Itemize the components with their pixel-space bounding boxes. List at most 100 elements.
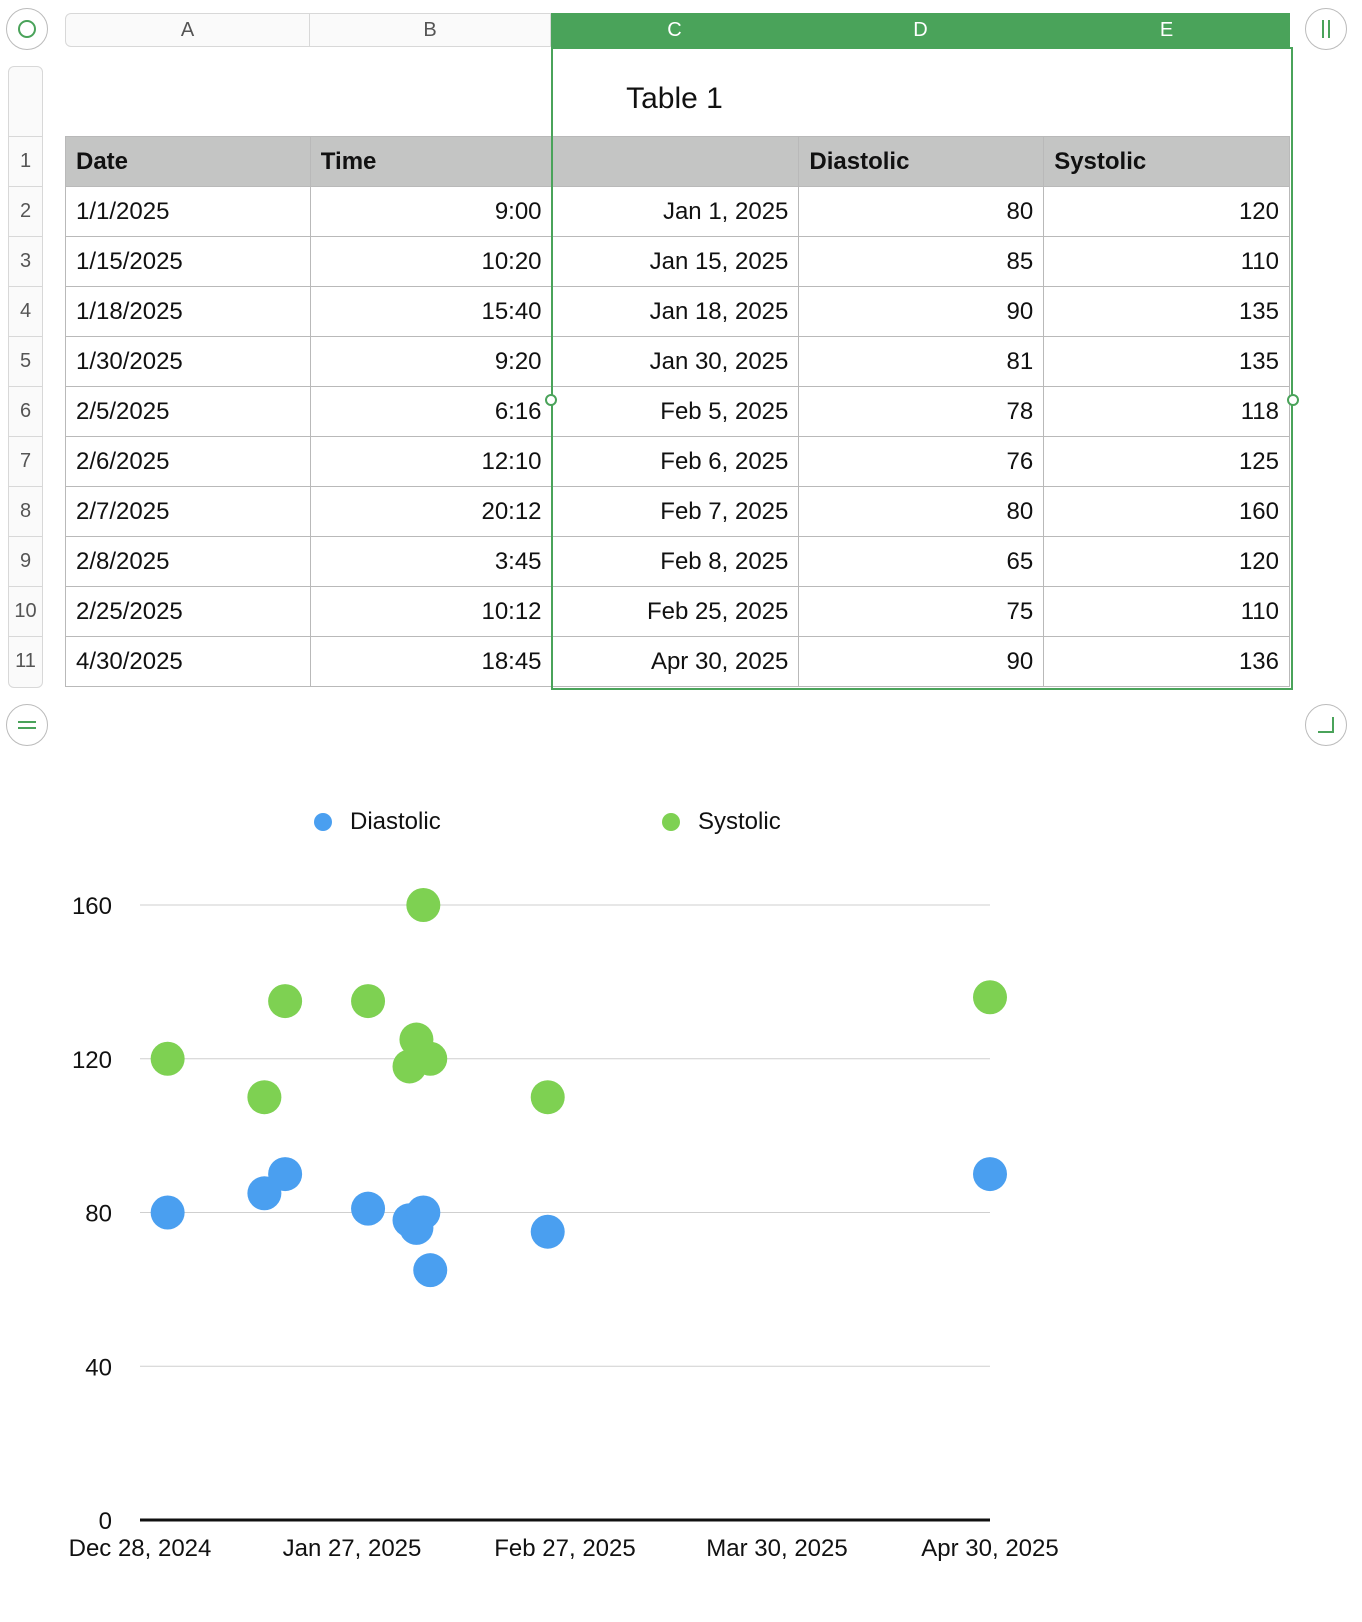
data-point-systolic (150, 1041, 185, 1076)
cell-diastolic[interactable]: 76 (798, 436, 1045, 487)
cell-date-label[interactable]: Jan 1, 2025 (551, 186, 800, 237)
header-cell-c[interactable] (551, 136, 800, 187)
cell-date-label[interactable]: Feb 6, 2025 (551, 436, 800, 487)
cell-date[interactable]: 1/1/2025 (65, 186, 311, 237)
column-header-c[interactable]: C (551, 13, 798, 47)
add-column-handle[interactable] (1305, 8, 1347, 50)
column-header-a[interactable]: A (65, 13, 310, 47)
cell-date-label[interactable]: Feb 25, 2025 (551, 586, 800, 637)
x-tick-label: Feb 27, 2025 (494, 1535, 635, 1562)
cell-diastolic[interactable]: 90 (798, 636, 1045, 687)
cell-time[interactable]: 10:20 (309, 236, 553, 287)
cell-date[interactable]: 1/30/2025 (65, 336, 311, 387)
row-header-5[interactable]: 5 (8, 336, 43, 386)
scatter-chart[interactable]: 0 40 80 120 160 Dec 28, 2024 Jan 27, 2025 Feb 2… (0, 860, 1362, 1590)
row-header-6[interactable]: 6 (8, 386, 43, 436)
selection-handle-left[interactable] (545, 394, 557, 406)
cell-date[interactable]: 2/7/2025 (65, 486, 311, 537)
legend-item-systolic: Systolic (662, 808, 781, 836)
cell-systolic[interactable]: 136 (1043, 636, 1290, 687)
cell-diastolic[interactable]: 80 (798, 486, 1045, 537)
data-point-systolic (351, 984, 386, 1019)
cell-time[interactable]: 15:40 (309, 286, 553, 337)
cell-date-label[interactable]: Apr 30, 2025 (551, 636, 800, 687)
cell-time[interactable]: 3:45 (309, 536, 553, 587)
resize-table-handle[interactable] (1305, 704, 1347, 746)
selection-handle-right[interactable] (1287, 394, 1299, 406)
row-header-3[interactable]: 3 (8, 236, 43, 286)
data-point-diastolic (406, 1195, 441, 1230)
data-point-diastolic (268, 1157, 303, 1192)
row-header-8[interactable]: 8 (8, 486, 43, 536)
table-title[interactable]: Table 1 (626, 82, 723, 115)
row-header-11[interactable]: 11 (8, 636, 43, 686)
cell-date-label[interactable]: Feb 7, 2025 (551, 486, 800, 537)
circle-icon (18, 20, 36, 38)
cell-date-label[interactable]: Jan 18, 2025 (551, 286, 800, 337)
cell-systolic[interactable]: 110 (1043, 586, 1290, 637)
header-row: Date Time Diastolic Systolic (65, 136, 1290, 187)
cell-date[interactable]: 1/15/2025 (65, 236, 311, 287)
cell-date[interactable]: 4/30/2025 (65, 636, 311, 687)
table-row: 2/7/2025 20:12 Feb 7, 2025 80 160 (65, 486, 1290, 537)
cell-time[interactable]: 20:12 (309, 486, 553, 537)
header-cell-diastolic[interactable]: Diastolic (798, 136, 1045, 187)
cell-date[interactable]: 2/5/2025 (65, 386, 311, 437)
cell-time[interactable]: 6:16 (309, 386, 553, 437)
cell-date-label[interactable]: Jan 15, 2025 (551, 236, 800, 287)
legend-item-diastolic: Diastolic (314, 808, 441, 836)
cell-date[interactable]: 2/6/2025 (65, 436, 311, 487)
cell-diastolic[interactable]: 80 (798, 186, 1045, 237)
cell-time[interactable]: 12:10 (309, 436, 553, 487)
row-header-10[interactable]: 10 (8, 586, 43, 636)
cell-systolic[interactable]: 135 (1043, 336, 1290, 387)
cell-time[interactable]: 9:00 (309, 186, 553, 237)
cell-systolic[interactable]: 118 (1043, 386, 1290, 437)
cell-date-label[interactable]: Feb 5, 2025 (551, 386, 800, 437)
table-row: 1/15/2025 10:20 Jan 15, 2025 85 110 (65, 236, 1290, 287)
cell-diastolic[interactable]: 90 (798, 286, 1045, 337)
x-tick-label: Apr 30, 2025 (921, 1535, 1058, 1562)
cell-time[interactable]: 9:20 (309, 336, 553, 387)
row-header-9[interactable]: 9 (8, 536, 43, 586)
cell-time[interactable]: 18:45 (309, 636, 553, 687)
cell-diastolic[interactable]: 78 (798, 386, 1045, 437)
cell-diastolic[interactable]: 65 (798, 536, 1045, 587)
header-cell-systolic[interactable]: Systolic (1043, 136, 1290, 187)
cell-diastolic[interactable]: 75 (798, 586, 1045, 637)
column-header-d[interactable]: D (798, 13, 1043, 47)
cell-diastolic[interactable]: 85 (798, 236, 1045, 287)
header-cell-time[interactable]: Time (309, 136, 553, 187)
cell-date[interactable]: 1/18/2025 (65, 286, 311, 337)
cell-systolic[interactable]: 120 (1043, 186, 1290, 237)
data-point-diastolic (530, 1214, 565, 1249)
cell-diastolic[interactable]: 81 (798, 336, 1045, 387)
row-header-7[interactable]: 7 (8, 436, 43, 486)
cell-systolic[interactable]: 135 (1043, 286, 1290, 337)
cell-date[interactable]: 2/8/2025 (65, 536, 311, 587)
row-header-bar (8, 66, 43, 688)
cell-systolic[interactable]: 125 (1043, 436, 1290, 487)
data-point-systolic (413, 1041, 448, 1076)
cell-date-label[interactable]: Feb 8, 2025 (551, 536, 800, 587)
table-row: 2/25/2025 10:12 Feb 25, 2025 75 110 (65, 586, 1290, 637)
header-cell-date[interactable]: Date (65, 136, 311, 187)
cell-systolic[interactable]: 120 (1043, 536, 1290, 587)
row-header-1[interactable]: 1 (8, 136, 43, 186)
column-header-b[interactable]: B (309, 13, 551, 47)
legend-swatch-systolic (662, 813, 680, 831)
cell-date-label[interactable]: Jan 30, 2025 (551, 336, 800, 387)
row-header-2[interactable]: 2 (8, 186, 43, 236)
add-row-handle[interactable] (6, 704, 48, 746)
data-point-diastolic (973, 1157, 1007, 1192)
cell-date[interactable]: 2/25/2025 (65, 586, 311, 637)
data-point-systolic (268, 984, 303, 1019)
cell-systolic[interactable]: 160 (1043, 486, 1290, 537)
select-table-handle[interactable] (6, 8, 48, 50)
cell-time[interactable]: 10:12 (309, 586, 553, 637)
row-header-4[interactable]: 4 (8, 286, 43, 336)
column-header-e[interactable]: E (1043, 13, 1290, 47)
cell-systolic[interactable]: 110 (1043, 236, 1290, 287)
y-tick-label: 160 (72, 893, 112, 920)
y-tick-label: 120 (72, 1047, 112, 1074)
